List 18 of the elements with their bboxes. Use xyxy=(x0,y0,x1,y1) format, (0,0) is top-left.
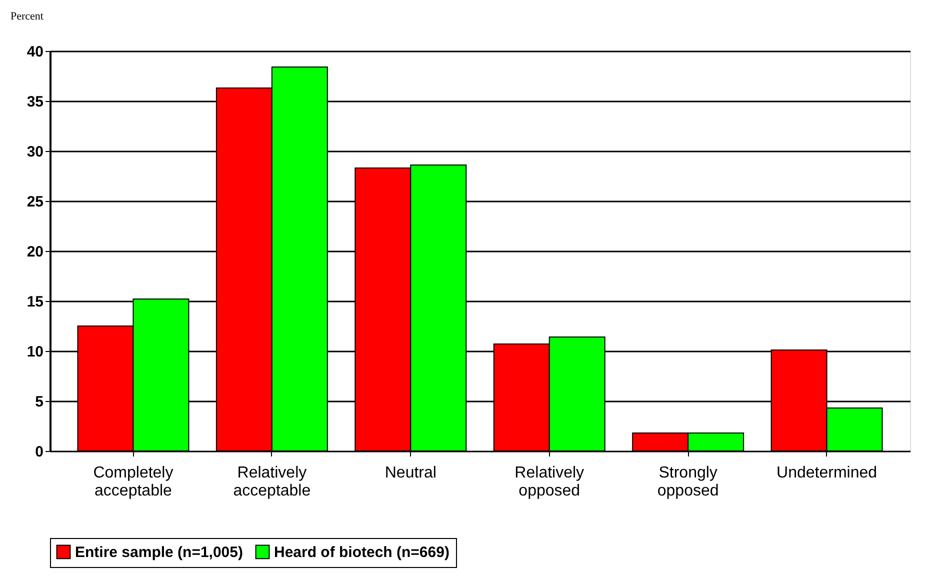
x-tick-label: Strongly opposed xyxy=(657,464,719,500)
y-tick-label: 10 xyxy=(26,344,44,360)
y-tick-label: 15 xyxy=(26,294,44,310)
y-tick-label: 20 xyxy=(26,244,44,260)
y-tick-label: 5 xyxy=(35,394,44,410)
x-tick-label: Completely acceptable xyxy=(93,464,174,500)
y-tick-label: 0 xyxy=(35,444,44,460)
y-axis-title: Percent xyxy=(10,10,44,22)
y-tick-label: 40 xyxy=(26,44,44,60)
x-tick-label: Neutral xyxy=(384,464,436,482)
y-tick-label: 35 xyxy=(26,94,44,110)
x-tick-label: Undetermined xyxy=(776,464,878,482)
y-tick-label: 30 xyxy=(26,144,44,160)
y-tick-label: 25 xyxy=(26,194,44,210)
x-tick-label: Relatively acceptable xyxy=(233,464,311,500)
x-tick-label: Relatively opposed xyxy=(514,464,584,500)
legend-label: Heard of biotech (n=669) xyxy=(274,544,450,561)
legend-label: Entire sample (n=1,005) xyxy=(75,544,243,561)
